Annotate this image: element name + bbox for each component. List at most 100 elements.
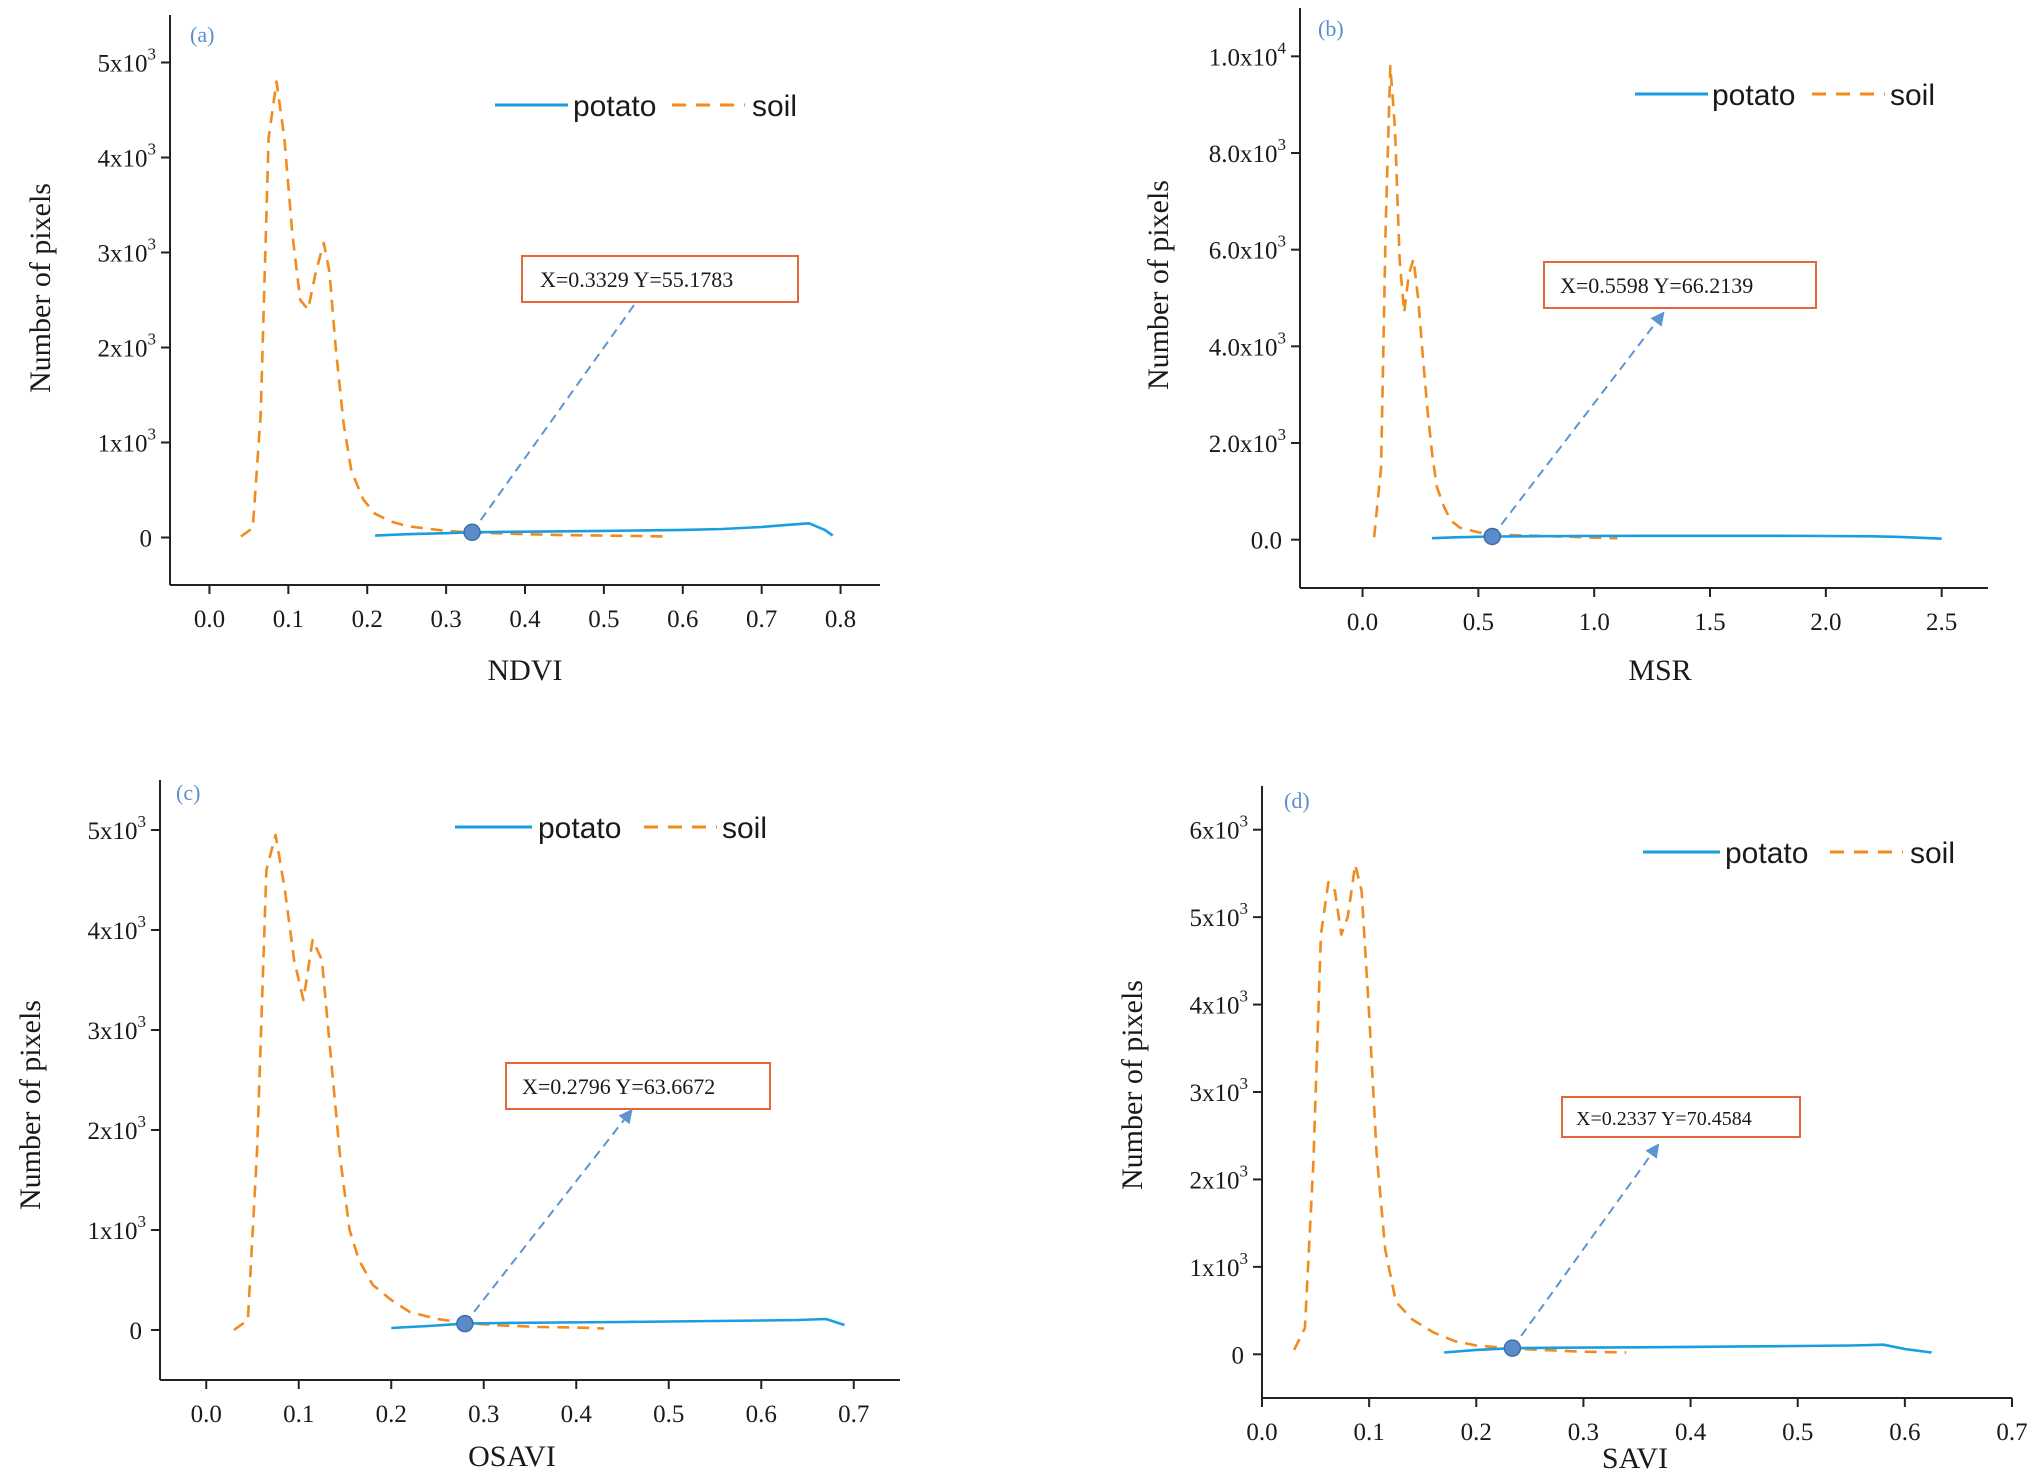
legend-soil-label: soil <box>722 812 767 845</box>
x-tick-label: 0.3 <box>430 606 461 633</box>
y-tick-label: 1x103 <box>98 425 157 458</box>
annotation: X=0.2337 Y=70.4584 <box>1561 1096 1801 1138</box>
x-tick-label: 0.1 <box>283 1401 314 1428</box>
x-axis-label: SAVI <box>1602 1442 1668 1475</box>
y-tick-label: 6.0x103 <box>1209 232 1286 265</box>
highlight-point <box>463 523 481 542</box>
y-tick-label: 0 <box>1232 1342 1245 1369</box>
x-tick-label: 0.8 <box>825 606 856 633</box>
y-tick-label: 2.0x103 <box>1209 425 1286 458</box>
y-tick-label: 5x103 <box>98 45 157 78</box>
x-tick-label: 0.7 <box>746 606 777 633</box>
series-line-potato <box>1431 534 1942 540</box>
x-tick-label: 0.0 <box>1347 609 1378 636</box>
annotation-text: X=0.5598 Y=66.2139 <box>1560 273 1753 298</box>
y-tick-label: 4x103 <box>98 140 157 173</box>
x-tick-label: 0.7 <box>1996 1419 2027 1446</box>
y-tick-label: 1x103 <box>88 1212 147 1245</box>
panel-label: (b) <box>1318 16 1344 41</box>
x-tick-label: 0.0 <box>194 606 225 633</box>
panel-label: (a) <box>190 22 214 47</box>
highlight-point <box>1483 527 1501 546</box>
y-tick-label: 5x103 <box>1190 899 1249 932</box>
x-tick-label: 0.2 <box>352 606 383 633</box>
legend-potato-label: potato <box>538 812 621 845</box>
legend-potato-label: potato <box>573 90 656 123</box>
legend-soil-label: soil <box>752 90 797 123</box>
y-tick-label: 2x103 <box>1190 1161 1249 1194</box>
annotation-text: X=0.2796 Y=63.6672 <box>522 1074 715 1099</box>
x-tick-label: 0.3 <box>468 1401 499 1428</box>
annotation-text: X=0.2337 Y=70.4584 <box>1576 1108 1752 1130</box>
x-tick-label: 0.0 <box>1246 1419 1277 1446</box>
series-line-soil <box>1292 863 1627 1354</box>
x-tick-label: 0.5 <box>653 1401 684 1428</box>
highlight-point <box>1503 1339 1522 1357</box>
x-tick-label: 0.5 <box>588 606 619 633</box>
x-tick-label: 0.2 <box>376 1401 407 1428</box>
annotation-box <box>1543 261 1817 309</box>
legend-potato-label: potato <box>1712 79 1795 112</box>
x-tick-label: 0.0 <box>191 1401 222 1428</box>
series-line-soil <box>240 80 668 538</box>
legend-soil-label: soil <box>1910 837 1955 870</box>
highlight-point <box>456 1314 474 1333</box>
annotation-arrow <box>464 1108 633 1325</box>
annotation-arrow <box>471 279 653 533</box>
y-tick-label: 2x103 <box>88 1112 147 1145</box>
annotation-box <box>1561 1096 1801 1138</box>
x-tick-label: 0.6 <box>746 1401 777 1428</box>
chart-panel-a: (a) Number of pixels NDVI 0.0 0.1 0.2 0.3 0.… <box>24 15 880 687</box>
y-axis-label: Number of pixels <box>1142 180 1175 390</box>
y-axis-label: Number of pixels <box>24 183 57 393</box>
chart-panel-b: (b) Number of pixels MSR 0.0 0.5 1.0 1.5 2.0… <box>1142 8 1988 687</box>
x-tick-label: 0.6 <box>1889 1419 1920 1446</box>
y-tick-label: 2x103 <box>98 330 157 363</box>
x-tick-label: 2.5 <box>1926 609 1957 636</box>
chart-panel-c: (c) Number of pixels OSAVI 0.0 0.1 0.2 0.3 0… <box>14 780 900 1473</box>
annotation: X=0.2796 Y=63.6672 <box>505 1062 771 1110</box>
y-tick-label: 6x103 <box>1190 812 1249 845</box>
legend-soil-label: soil <box>1890 79 1935 112</box>
y-tick-label: 4x103 <box>1190 987 1249 1020</box>
x-tick-label: 1.0 <box>1579 609 1610 636</box>
panel-label: (d) <box>1284 788 1310 813</box>
y-tick-label: 3x103 <box>98 235 157 268</box>
panel-label: (c) <box>176 780 200 805</box>
y-tick-label: 0.0 <box>1251 528 1282 555</box>
x-tick-label: 0.6 <box>667 606 698 633</box>
x-tick-label: 2.0 <box>1810 609 1841 636</box>
x-tick-label: 0.3 <box>1568 1419 1599 1446</box>
x-tick-label: 0.4 <box>561 1401 593 1428</box>
legend-potato-label: potato <box>1725 837 1808 870</box>
y-tick-label: 1.0x104 <box>1209 38 1287 71</box>
x-tick-label: 0.7 <box>838 1401 869 1428</box>
y-tick-label: 0 <box>130 1318 143 1345</box>
y-axis-label: Number of pixels <box>1120 980 1149 1190</box>
x-tick-label: 0.1 <box>273 606 304 633</box>
annotation-box <box>505 1062 771 1110</box>
y-tick-label: 3x103 <box>1190 1074 1249 1107</box>
y-tick-label: 1x103 <box>1190 1249 1249 1282</box>
x-axis-label: NDVI <box>488 654 563 687</box>
x-axis-label: MSR <box>1628 654 1691 687</box>
chart-panel-d: (d) Number of pixels SAVI 0.0 0.1 0.2 0.3 0.… <box>1120 786 2028 1475</box>
legend: potato soil <box>455 812 767 845</box>
annotation: X=0.5598 Y=66.2139 <box>1543 261 1817 309</box>
x-tick-label: 1.5 <box>1694 609 1725 636</box>
x-axis-label: OSAVI <box>468 1440 556 1473</box>
legend: potato soil <box>495 90 797 123</box>
y-tick-label: 0 <box>140 526 153 553</box>
y-tick-label: 8.0x103 <box>1209 135 1286 168</box>
x-tick-label: 0.4 <box>509 606 541 633</box>
annotation-box <box>521 255 799 303</box>
annotation-text: X=0.3329 Y=55.1783 <box>540 267 733 292</box>
y-tick-label: 4x103 <box>88 912 147 945</box>
legend: potato soil <box>1643 837 1955 870</box>
annotation-arrow <box>1491 311 1665 538</box>
y-tick-label: 4.0x103 <box>1209 328 1286 361</box>
series-line-potato <box>375 521 834 537</box>
x-tick-label: 0.4 <box>1675 1419 1707 1446</box>
y-axis-label: Number of pixels <box>14 1000 47 1210</box>
annotation-arrow <box>1511 1143 1660 1349</box>
